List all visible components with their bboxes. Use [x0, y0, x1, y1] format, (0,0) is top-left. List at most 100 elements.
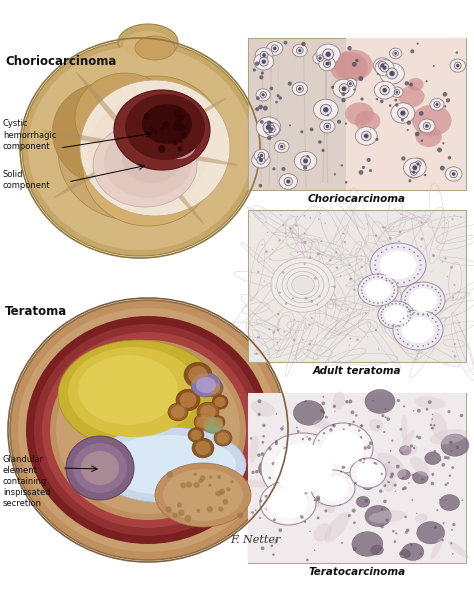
Circle shape — [430, 345, 431, 346]
Circle shape — [365, 499, 368, 503]
Circle shape — [376, 98, 378, 100]
Circle shape — [180, 482, 186, 488]
Circle shape — [174, 119, 182, 126]
Bar — [248, 393, 466, 563]
Circle shape — [274, 442, 278, 445]
Circle shape — [251, 471, 255, 474]
Circle shape — [384, 227, 386, 228]
Circle shape — [325, 62, 329, 66]
Bar — [248, 210, 466, 362]
Circle shape — [310, 217, 311, 219]
Circle shape — [385, 323, 386, 324]
Circle shape — [317, 286, 318, 287]
Circle shape — [323, 49, 334, 60]
Circle shape — [304, 492, 307, 495]
Circle shape — [358, 429, 360, 432]
Circle shape — [251, 511, 254, 514]
Circle shape — [285, 232, 287, 234]
Ellipse shape — [10, 300, 286, 560]
Circle shape — [444, 456, 447, 459]
Circle shape — [381, 311, 383, 313]
Circle shape — [400, 321, 401, 323]
Circle shape — [409, 82, 413, 87]
Circle shape — [298, 87, 301, 91]
Ellipse shape — [268, 487, 308, 518]
Circle shape — [255, 352, 258, 355]
Circle shape — [359, 441, 362, 445]
Circle shape — [314, 499, 316, 501]
Circle shape — [262, 53, 266, 57]
Circle shape — [383, 66, 387, 70]
Ellipse shape — [410, 456, 430, 476]
Circle shape — [422, 313, 424, 315]
Circle shape — [297, 252, 298, 253]
Circle shape — [427, 314, 428, 315]
Circle shape — [360, 266, 363, 268]
Circle shape — [309, 256, 311, 259]
Circle shape — [421, 478, 424, 480]
Ellipse shape — [324, 512, 350, 543]
Ellipse shape — [87, 76, 223, 200]
Circle shape — [149, 127, 153, 131]
Circle shape — [277, 329, 280, 331]
Circle shape — [406, 311, 409, 314]
Ellipse shape — [448, 541, 469, 559]
Text: Solid
component: Solid component — [3, 170, 51, 190]
Text: Choriocarcinoma: Choriocarcinoma — [5, 55, 117, 68]
Circle shape — [412, 165, 417, 170]
Circle shape — [355, 482, 357, 484]
Circle shape — [407, 343, 409, 345]
Ellipse shape — [192, 438, 214, 458]
Circle shape — [268, 447, 272, 451]
Circle shape — [352, 62, 356, 67]
Circle shape — [417, 43, 419, 44]
Circle shape — [276, 94, 280, 97]
Ellipse shape — [100, 435, 236, 495]
Circle shape — [428, 315, 429, 317]
Ellipse shape — [217, 432, 229, 444]
Ellipse shape — [315, 479, 348, 505]
Ellipse shape — [413, 471, 428, 484]
Circle shape — [193, 482, 200, 488]
Circle shape — [395, 103, 399, 107]
Circle shape — [345, 123, 347, 125]
Ellipse shape — [313, 524, 331, 541]
Circle shape — [397, 325, 399, 327]
Ellipse shape — [402, 543, 424, 560]
Circle shape — [301, 42, 306, 46]
Ellipse shape — [319, 57, 335, 71]
Circle shape — [456, 64, 459, 67]
Circle shape — [215, 490, 221, 496]
Ellipse shape — [292, 82, 308, 95]
Circle shape — [369, 278, 371, 279]
Circle shape — [410, 289, 411, 291]
Circle shape — [259, 57, 268, 66]
Circle shape — [255, 62, 259, 66]
Ellipse shape — [398, 470, 410, 480]
Circle shape — [366, 158, 371, 162]
Circle shape — [441, 463, 445, 467]
Circle shape — [323, 432, 325, 435]
Circle shape — [334, 410, 336, 412]
Circle shape — [385, 320, 387, 322]
Ellipse shape — [171, 406, 185, 419]
Ellipse shape — [344, 78, 357, 90]
Circle shape — [417, 255, 419, 257]
Circle shape — [415, 132, 419, 136]
Circle shape — [318, 482, 321, 485]
Circle shape — [262, 244, 263, 246]
Circle shape — [438, 329, 439, 331]
Circle shape — [257, 156, 265, 164]
Circle shape — [452, 351, 453, 352]
Circle shape — [435, 337, 437, 339]
Circle shape — [324, 123, 331, 130]
Circle shape — [186, 482, 192, 488]
Circle shape — [268, 328, 271, 330]
Circle shape — [283, 497, 284, 499]
Ellipse shape — [197, 402, 219, 422]
Circle shape — [261, 452, 264, 456]
Circle shape — [432, 254, 435, 257]
Ellipse shape — [393, 310, 443, 350]
Circle shape — [144, 113, 150, 119]
Circle shape — [278, 528, 282, 532]
